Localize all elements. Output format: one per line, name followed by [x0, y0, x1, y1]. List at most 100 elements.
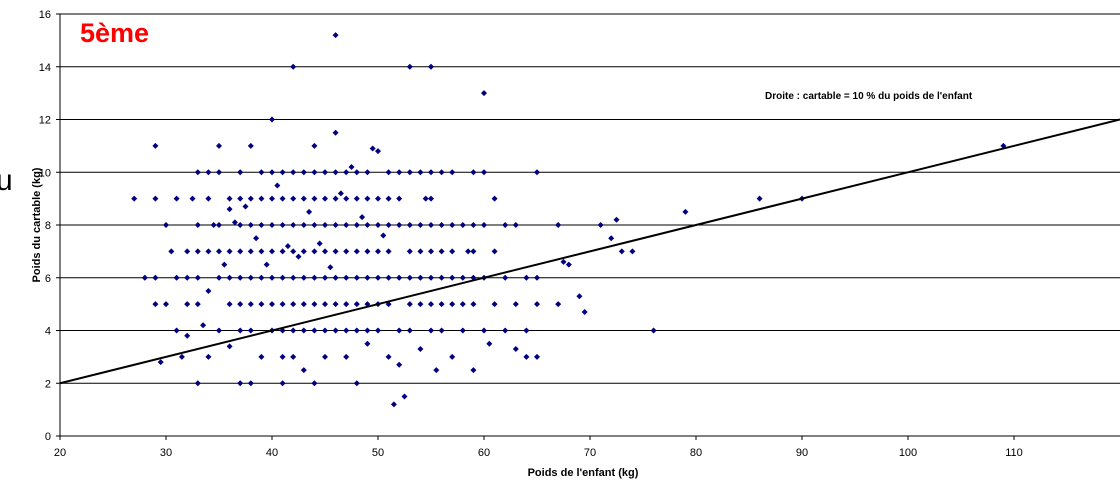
data-point-267	[629, 248, 636, 255]
x-tick-label-6: 80	[690, 447, 702, 459]
data-point-119	[316, 240, 323, 247]
data-point-123	[322, 248, 328, 255]
data-point-190	[406, 169, 413, 176]
data-point-224	[459, 222, 466, 228]
data-point-67	[258, 248, 265, 255]
data-point-174	[385, 169, 392, 176]
data-point-117	[311, 327, 318, 334]
data-point-133	[332, 222, 339, 228]
data-point-104	[300, 248, 307, 255]
data-point-42	[226, 274, 233, 281]
data-point-164	[364, 340, 371, 347]
data-point-218	[449, 169, 456, 176]
data-point-269	[682, 208, 689, 215]
data-point-127	[322, 353, 328, 360]
y-tick-label-0: 0	[45, 431, 51, 443]
data-point-92	[290, 169, 297, 176]
data-point-108	[300, 367, 307, 374]
data-point-121	[322, 195, 328, 202]
data-point-212	[438, 169, 445, 176]
data-point-253	[534, 169, 540, 176]
data-point-62	[247, 380, 254, 387]
data-point-148	[353, 169, 360, 176]
data-point-35	[216, 248, 222, 255]
data-point-249	[512, 345, 519, 352]
data-point-99	[290, 353, 297, 360]
data-point-34	[216, 222, 222, 228]
y-axis-ticks: 0 2 4 6 8 10 12 14 16	[39, 9, 60, 443]
data-point-128	[327, 264, 334, 271]
data-point-43	[226, 301, 233, 308]
data-point-223	[449, 353, 456, 360]
x-tick-label-1: 30	[160, 447, 172, 459]
data-point-52	[237, 327, 244, 334]
data-point-39	[226, 195, 233, 202]
data-point-55	[247, 142, 254, 149]
data-point-16	[184, 301, 191, 308]
data-point-191	[406, 222, 413, 228]
data-point-94	[290, 222, 297, 228]
data-point-225	[459, 274, 466, 281]
data-point-243	[491, 301, 498, 308]
data-point-38	[221, 261, 228, 268]
data-point-15	[184, 274, 191, 281]
data-point-106	[300, 301, 307, 308]
data-point-158	[364, 195, 371, 202]
data-point-255	[534, 301, 540, 308]
data-point-228	[465, 248, 472, 255]
data-point-150	[353, 222, 360, 228]
data-point-263	[597, 222, 604, 228]
y-tick-label-4: 8	[45, 220, 51, 232]
data-point-210	[428, 327, 434, 334]
data-point-33	[216, 169, 222, 176]
y-tick-label-7: 14	[39, 62, 51, 74]
data-point-215	[438, 274, 445, 281]
data-point-216	[438, 301, 445, 308]
gridlines	[60, 13, 1120, 384]
data-point-101	[300, 169, 307, 176]
data-point-97	[290, 301, 297, 308]
data-point-51	[237, 301, 244, 308]
data-point-91	[290, 63, 297, 70]
data-point-49	[237, 248, 244, 255]
y-tick-label-5: 10	[39, 167, 51, 179]
data-point-124	[322, 274, 328, 281]
data-point-167	[375, 195, 381, 202]
data-point-28	[205, 248, 212, 255]
data-point-48	[237, 222, 244, 228]
data-point-192	[406, 248, 413, 255]
data-point-120	[322, 169, 328, 176]
data-point-58	[247, 248, 254, 255]
data-point-146	[343, 353, 350, 360]
x-tick-label-5: 70	[584, 447, 596, 459]
data-point-189	[406, 63, 413, 70]
data-point-12	[173, 327, 180, 334]
data-point-46	[237, 169, 244, 176]
data-point-26	[205, 169, 212, 176]
data-point-78	[269, 301, 275, 308]
data-point-260	[565, 261, 572, 268]
data-point-61	[247, 327, 254, 334]
data-point-63	[253, 235, 260, 242]
data-point-217	[438, 327, 445, 334]
data-point-5	[152, 301, 159, 308]
data-point-59	[247, 274, 254, 281]
data-point-134	[332, 248, 339, 255]
data-point-20	[194, 222, 201, 228]
data-point-40	[226, 206, 233, 213]
data-point-138	[337, 190, 344, 197]
data-point-36	[216, 274, 222, 281]
data-point-262	[581, 309, 588, 316]
data-point-252	[523, 353, 530, 360]
data-point-65	[258, 195, 265, 202]
x-axis-ticks: 20 30 40 50 60 70 80 90 100 110	[54, 436, 1023, 459]
data-point-53	[237, 380, 244, 387]
data-point-126	[322, 327, 328, 334]
data-point-1	[141, 274, 148, 281]
data-point-57	[247, 222, 254, 228]
data-point-47	[237, 195, 244, 202]
data-point-147	[348, 163, 355, 170]
clipped-edge-text: u	[0, 164, 13, 197]
data-point-122	[322, 222, 328, 228]
